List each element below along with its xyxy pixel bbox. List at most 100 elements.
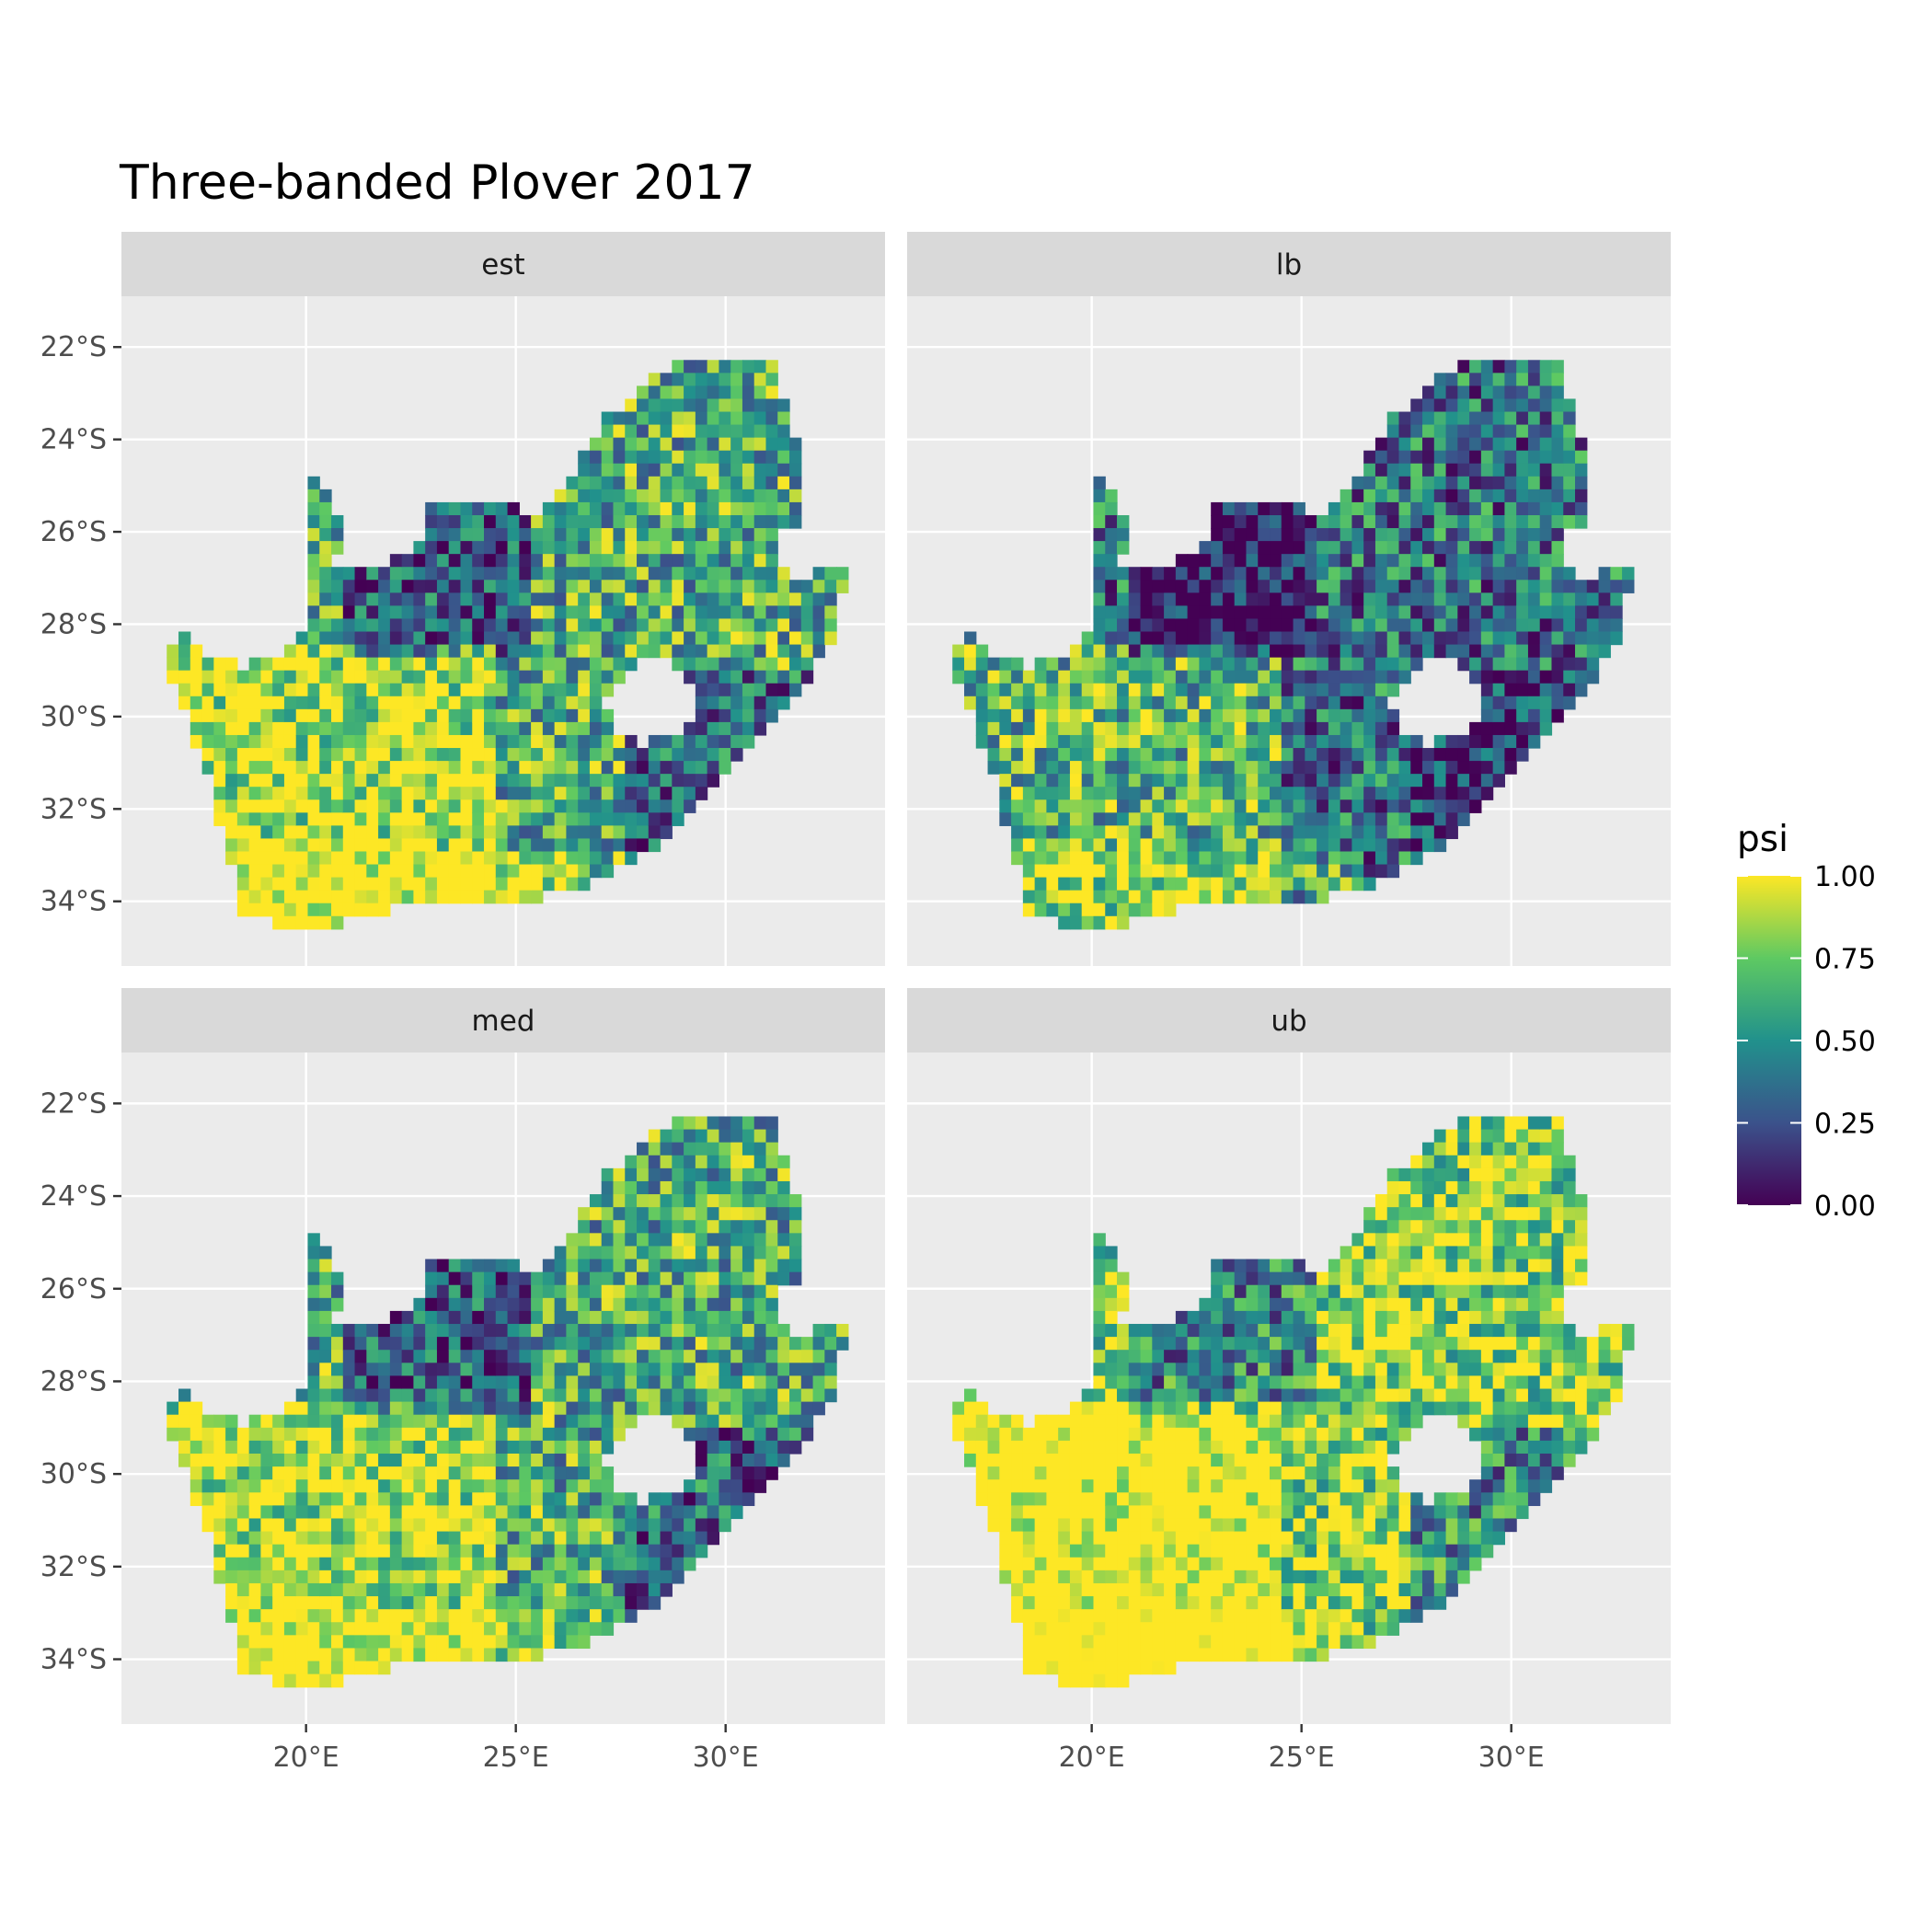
raster-cell [1258, 787, 1271, 800]
raster-cell [1187, 683, 1201, 697]
raster-cell [190, 721, 203, 736]
raster-cell [625, 825, 638, 840]
raster-cell [660, 1531, 673, 1546]
raster-cell [1445, 514, 1458, 529]
raster-cell [1422, 385, 1435, 400]
raster-cell [742, 411, 755, 426]
raster-cell [695, 1207, 708, 1221]
raster-cell [1410, 528, 1423, 542]
raster-cell [401, 696, 415, 710]
raster-cell [1140, 618, 1153, 633]
raster-cell [660, 1582, 673, 1597]
raster-cell [625, 1375, 638, 1390]
raster-cell [789, 1337, 802, 1351]
raster-cell [1305, 567, 1317, 581]
raster-cell [1069, 1557, 1083, 1571]
raster-cell [425, 1324, 438, 1338]
raster-cell [707, 1220, 720, 1234]
raster-cell [719, 424, 731, 439]
raster-cell [1480, 528, 1494, 542]
raster-cell [342, 1544, 356, 1558]
raster-cell [495, 748, 509, 762]
raster-cell [1140, 825, 1153, 840]
raster-cell [484, 748, 497, 762]
raster-cell [248, 1570, 262, 1584]
raster-cell [342, 1427, 356, 1442]
raster-cell [765, 592, 778, 606]
raster-cell [213, 1544, 226, 1558]
raster-cell [425, 670, 438, 684]
raster-cell [460, 1518, 473, 1533]
raster-cell [401, 1492, 415, 1506]
raster-cell [1492, 761, 1506, 775]
raster-cell [1211, 1440, 1224, 1455]
raster-cell [484, 1310, 497, 1325]
raster-cell [1199, 1297, 1212, 1312]
raster-cell [1234, 631, 1248, 646]
raster-cell [1563, 514, 1576, 529]
raster-cell [1504, 644, 1517, 659]
raster-cell [613, 734, 626, 749]
raster-cell [554, 1401, 568, 1416]
raster-cell [1586, 670, 1600, 684]
raster-cell [1410, 799, 1423, 813]
raster-cell [1128, 748, 1142, 762]
raster-cell [1539, 501, 1553, 516]
raster-cell [460, 1440, 473, 1455]
raster-cell [566, 748, 579, 762]
raster-cell [448, 1453, 462, 1467]
raster-cell [366, 1557, 379, 1571]
raster-cell [1234, 644, 1248, 659]
raster-cell [1328, 501, 1341, 516]
raster-cell [495, 670, 509, 684]
raster-cell [554, 799, 568, 813]
raster-cell [684, 1180, 696, 1195]
raster-cell [648, 787, 661, 800]
raster-cell [684, 1271, 696, 1286]
raster-cell [1222, 864, 1236, 879]
raster-cell [507, 554, 520, 568]
raster-cell [1211, 1557, 1224, 1571]
raster-cell [236, 799, 250, 813]
raster-cell [648, 1155, 661, 1169]
raster-cell [1093, 567, 1106, 581]
raster-cell [531, 799, 544, 813]
raster-cell [331, 1453, 344, 1467]
raster-cell [800, 1337, 814, 1351]
raster-cell [695, 1544, 708, 1558]
raster-cell [1351, 864, 1364, 879]
raster-cell [484, 761, 497, 775]
raster-cell [307, 915, 320, 930]
raster-cell [495, 592, 509, 606]
raster-cell [366, 644, 379, 659]
raster-cell [283, 1648, 297, 1662]
raster-cell [1516, 385, 1529, 400]
raster-cell [601, 683, 615, 697]
raster-cell [472, 1582, 485, 1597]
raster-cell [1363, 683, 1376, 697]
raster-cell [1504, 605, 1517, 620]
raster-cell [684, 514, 696, 529]
raster-cell [378, 605, 391, 620]
raster-cell [1222, 877, 1236, 891]
raster-cell [1317, 592, 1329, 606]
raster-cell [484, 1544, 497, 1558]
raster-cell [1081, 748, 1095, 762]
raster-cell [625, 1284, 638, 1299]
raster-cell [1046, 1518, 1059, 1533]
raster-cell [1293, 631, 1305, 646]
raster-cell [1340, 799, 1353, 813]
raster-cell [1011, 1609, 1024, 1623]
raster-cell [1105, 787, 1118, 800]
raster-cell [307, 657, 320, 672]
raster-cell [742, 1492, 755, 1506]
raster-cell [1140, 1622, 1153, 1636]
raster-cell [765, 450, 778, 465]
raster-cell [1305, 592, 1317, 606]
raster-cell [812, 1388, 825, 1403]
raster-cell [307, 1246, 320, 1260]
raster-cell [660, 528, 673, 542]
raster-cell [1211, 825, 1224, 840]
raster-cell [213, 1466, 226, 1480]
raster-cell [1504, 373, 1517, 387]
